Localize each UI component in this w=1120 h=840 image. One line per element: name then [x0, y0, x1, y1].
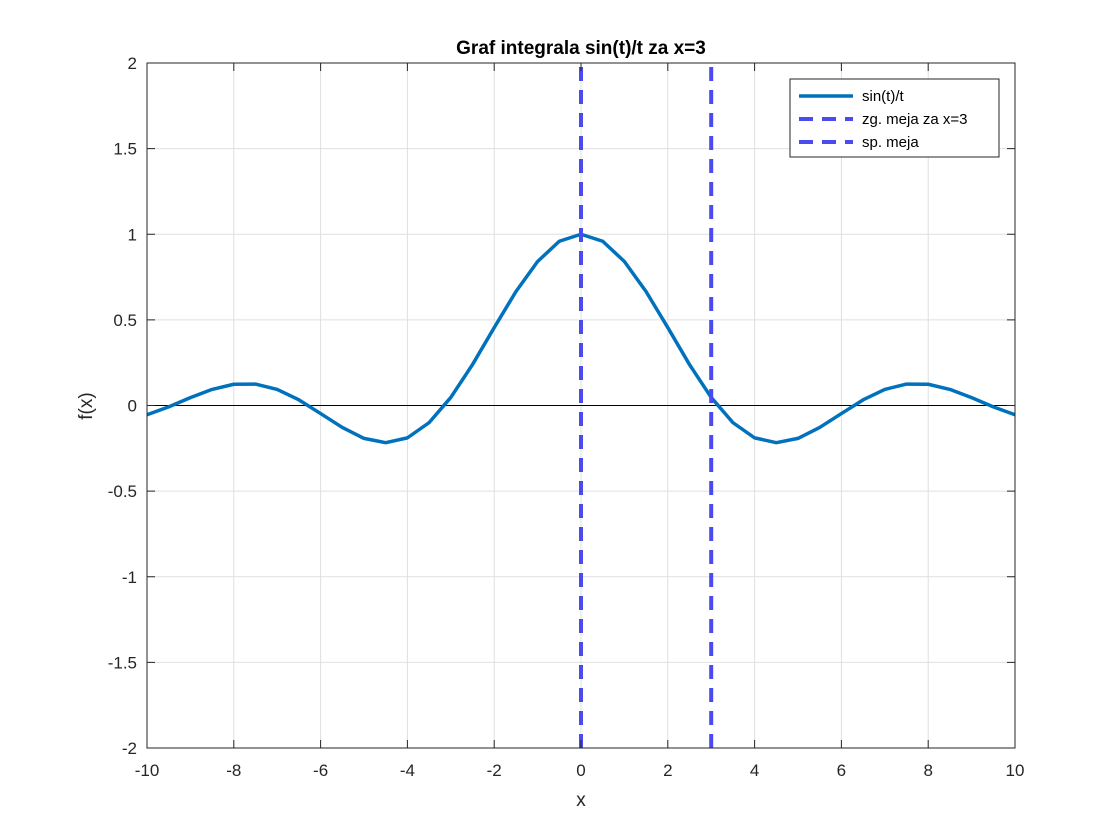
- y-tick-label: 0.5: [113, 311, 137, 330]
- x-tick-label: 10: [1006, 761, 1025, 780]
- y-tick-label: 1.5: [113, 140, 137, 159]
- x-axis-label: x: [576, 790, 586, 811]
- y-tick-label: -1: [122, 568, 137, 587]
- x-tick-label: 8: [923, 761, 932, 780]
- legend: sin(t)/t zg. meja za x=3 sp. meja: [789, 78, 1000, 158]
- y-tick-label: -1.5: [108, 653, 137, 672]
- y-axis-label: f(x): [76, 392, 97, 419]
- x-tick-label: -6: [313, 761, 328, 780]
- y-tick-label: -0.5: [108, 482, 137, 501]
- legend-items: sin(t)/t zg. meja za x=3 sp. meja: [799, 88, 967, 151]
- x-tick-label: -4: [400, 761, 415, 780]
- y-tick-label: 0: [128, 397, 137, 416]
- legend-label: sin(t)/t: [862, 88, 905, 105]
- x-tick-label: 4: [750, 761, 759, 780]
- legend-label: sp. meja: [862, 134, 919, 151]
- ticks: -10 -8 -6 -4 -2 0 2 4 6 8 10 -2 -1.5 -1 -0.5 0 0.5 1 1.5 2: [108, 54, 1025, 780]
- chart-title: Graf integrala sin(t)/t za x=3: [456, 38, 706, 59]
- legend-label: zg. meja za x=3: [862, 111, 967, 128]
- x-tick-label: 6: [837, 761, 846, 780]
- x-tick-label: -10: [135, 761, 160, 780]
- y-tick-label: 2: [128, 54, 137, 73]
- y-tick-label: 1: [128, 225, 137, 244]
- x-tick-label: 0: [576, 761, 585, 780]
- x-tick-label: -8: [226, 761, 241, 780]
- y-tick-label: -2: [122, 739, 137, 758]
- x-tick-label: 2: [663, 761, 672, 780]
- series-layer: [146, 63, 1016, 748]
- x-tick-label: -2: [487, 761, 502, 780]
